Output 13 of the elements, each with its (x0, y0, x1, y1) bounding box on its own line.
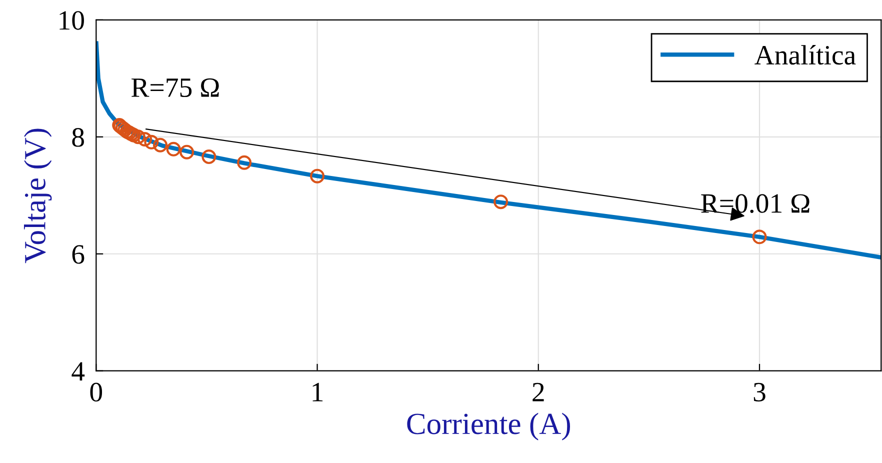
y-tick-label: 8 (72, 128, 84, 147)
x-tick-label: 0 (90, 382, 102, 402)
y-tick-label: 6 (72, 245, 84, 264)
annotation: R=0.01 Ω (701, 194, 810, 213)
x-axis-title: Corriente (A) (407, 412, 570, 440)
x-tick-label: 3 (754, 382, 766, 402)
annotation: R=75 Ω (131, 78, 219, 98)
legend-label: Analítica (754, 45, 856, 65)
y-tick-label: 10 (60, 11, 84, 30)
y-tick-label: 4 (72, 362, 85, 380)
y-axis-title: Voltaje (V) (24, 128, 52, 264)
x-tick-label: 1 (312, 382, 323, 402)
x-tick-label: 2 (532, 382, 544, 402)
